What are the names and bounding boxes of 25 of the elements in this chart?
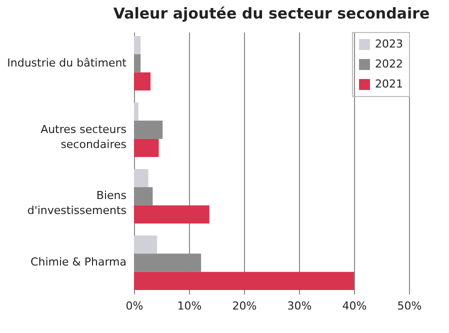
x-tick-label: 10% (177, 300, 202, 312)
bar (134, 120, 163, 139)
x-tick-label: 0% (126, 300, 144, 312)
bar (134, 72, 150, 91)
y-tick-label: Biens d'investissements (27, 189, 127, 218)
legend-label: 2021 (375, 78, 403, 90)
bar (134, 205, 210, 224)
y-tick-label: Industrie du bâtiment (7, 56, 128, 70)
legend-label: 2023 (375, 38, 403, 50)
bar (134, 168, 148, 188)
x-tick-label: 50% (397, 300, 422, 312)
bar (134, 138, 159, 158)
legend-label: 2022 (375, 58, 403, 70)
bar (134, 187, 153, 206)
y-tick-label: Autres secteurs secondaires (40, 122, 127, 151)
bar (134, 272, 354, 290)
y-tick-label: Chimie & Pharma (30, 256, 126, 269)
x-tick-label: 30% (287, 300, 312, 312)
chart-title: Valeur ajoutée du secteur secondaire (113, 4, 430, 22)
bar (134, 54, 141, 72)
x-tick-label: 40% (342, 300, 367, 312)
x-tick-label: 20% (232, 300, 257, 312)
bar (134, 36, 141, 54)
bar (134, 102, 138, 121)
bar (134, 235, 158, 254)
